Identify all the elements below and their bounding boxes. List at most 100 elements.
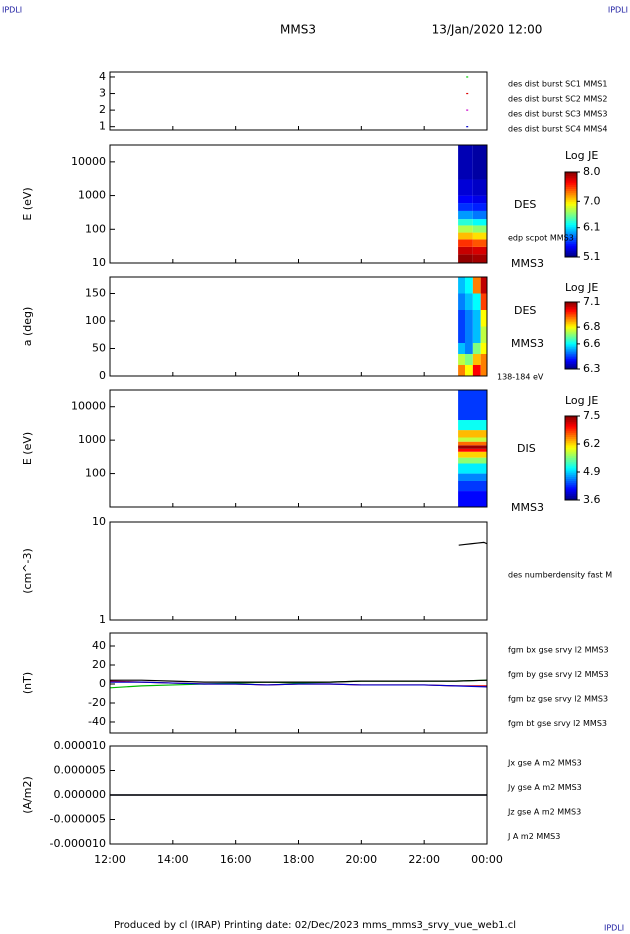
heatmap-cell: [480, 365, 487, 376]
heatmap-cell: [472, 210, 487, 220]
colorbar-step: [565, 199, 577, 203]
y-tick-label: 50: [92, 342, 106, 355]
heatmap-cell: [458, 448, 487, 452]
colorbar-step: [565, 338, 577, 342]
colorbar-step: [565, 182, 577, 186]
side-label: DES: [514, 198, 536, 211]
heatmap-cell: [465, 277, 473, 294]
y-tick-label: 1000: [78, 189, 106, 202]
colorbar-step: [565, 333, 577, 336]
heatmap-cell: [472, 310, 481, 327]
colorbar-step: [565, 426, 577, 430]
legend-entry: des dist burst SC4 MMS4: [508, 125, 607, 134]
heatmap-cell: [458, 293, 466, 310]
colorbar-tick-label: 6.2: [583, 437, 601, 450]
colorbar-step: [565, 223, 577, 226]
y-axis-label: (A/m2): [21, 776, 34, 814]
colorbar-step: [565, 172, 577, 175]
colorbar-step: [565, 250, 577, 254]
heatmap-cell: [458, 451, 487, 458]
heatmap-cell: [465, 293, 473, 310]
colorbar-step: [565, 483, 577, 486]
y-tick-label: 100: [85, 467, 106, 480]
chart-title: MMS3: [280, 23, 316, 37]
colorbar-tick-label: 6.3: [583, 362, 601, 375]
colorbar-step: [565, 474, 577, 478]
heatmap-cell: [472, 239, 487, 247]
y-tick-label: 10: [92, 515, 106, 528]
colorbar-step: [565, 430, 577, 434]
colorbar-step: [565, 485, 577, 488]
heatmap-cell: [472, 179, 487, 196]
colorbar-step: [565, 308, 577, 311]
colorbar-step: [565, 235, 577, 239]
heatmap-cell: [472, 246, 487, 255]
side-label: MMS3: [511, 257, 544, 270]
colorbar-step: [565, 310, 577, 313]
heatmap-cell: [465, 326, 473, 343]
heatmap-cell: [458, 195, 473, 204]
colorbar-tick-label: 7.1: [583, 295, 601, 308]
colorbar-step: [565, 449, 577, 453]
side-label: MMS3: [511, 337, 544, 350]
colorbar-step: [565, 303, 577, 306]
colorbar-step: [565, 206, 577, 209]
colorbar-step: [565, 472, 577, 476]
heatmap-cell: [458, 390, 487, 421]
colorbar-step: [565, 434, 577, 438]
colorbar-step: [565, 327, 577, 330]
colorbar-step: [565, 455, 577, 459]
colorbar-step: [565, 420, 577, 423]
colorbar-step: [565, 416, 577, 419]
heatmap-cell: [480, 326, 487, 343]
y-tick-label: 1: [99, 120, 106, 133]
y-tick-label: 150: [85, 287, 106, 300]
colorbar-step: [565, 201, 577, 205]
colorbar-step: [565, 174, 577, 177]
heatmap-cell: [465, 365, 473, 376]
colorbar-step: [565, 307, 577, 310]
colorbar-step: [565, 441, 577, 444]
y-axis-label: (cm^-3): [21, 548, 34, 594]
side-label: 138-184 eV: [497, 373, 544, 382]
colorbar-step: [565, 487, 577, 490]
heatmap-cell: [458, 437, 487, 442]
y-tick-label: -0.000010: [50, 837, 106, 850]
colorbar-step: [565, 476, 577, 480]
heatmap-cell: [480, 343, 487, 354]
colorbar-step: [565, 352, 577, 355]
y-tick-label: 10000: [71, 400, 106, 413]
colorbar-step: [565, 468, 577, 472]
point: [466, 126, 469, 128]
colorbar-step: [565, 462, 577, 465]
colorbar-step: [565, 320, 577, 323]
point: [466, 109, 469, 111]
colorbar-step: [565, 443, 577, 446]
colorbar-step: [565, 355, 577, 358]
heatmap-cell: [472, 343, 481, 354]
colorbar-step: [565, 225, 577, 228]
colorbar-step: [565, 216, 577, 220]
corner-label: IPDLI: [2, 6, 22, 15]
legend-entry: fgm bz gse srvy l2 MMS3: [508, 695, 608, 704]
colorbar-step: [565, 345, 577, 348]
colorbar-frame: [564, 301, 578, 370]
colorbar-step: [565, 328, 577, 331]
heatmap-cell: [458, 463, 487, 474]
colorbar-step: [565, 362, 577, 365]
side-label: DIS: [517, 442, 536, 455]
colorbar-tick-label: 6.8: [583, 320, 601, 333]
colorbar-step: [565, 330, 577, 333]
colorbar-step: [565, 240, 577, 243]
x-tick-label: 16:00: [220, 853, 252, 866]
colorbar-step: [565, 491, 577, 495]
heatmap-cell: [458, 473, 487, 481]
heatmap-cell: [472, 293, 481, 310]
heatmap-cell: [458, 219, 473, 226]
heatmap-cell: [458, 326, 466, 343]
series-line: [110, 681, 488, 688]
colorbar-step: [565, 229, 577, 232]
y-tick-label: 10: [92, 256, 106, 269]
colorbar-step: [565, 428, 577, 432]
